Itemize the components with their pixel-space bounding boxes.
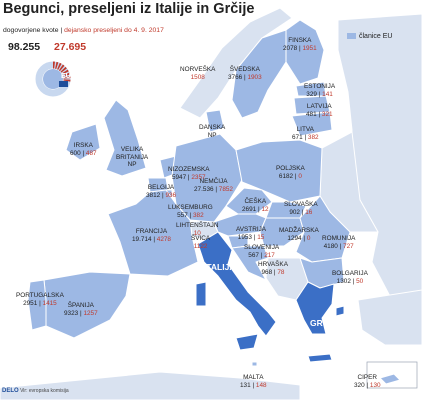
label-slovenija: SLOVENIJA 567 | 217 [244, 244, 280, 259]
label-irska: IRSKA 600 | 487 [70, 142, 97, 157]
label-malta: MALTA 131 | 148 [240, 374, 267, 389]
label-nizozemska: NIZOZEMSKA 5947 | 2357 [168, 166, 210, 181]
country-litva [291, 111, 333, 137]
label-norveska: NORVEŠKA 1508 [180, 66, 216, 81]
country-shapes [0, 7, 422, 400]
label-hrvaska: HRVAŠKA 968 | 78 [258, 261, 288, 276]
africa-land [0, 371, 301, 400]
label-svedska: ŠVEDSKA 3766 | 1903 [228, 66, 262, 81]
label-ceska: ČEŠKA 2691 | 12 [242, 198, 269, 213]
total-relocated: 27.695 [54, 41, 87, 53]
country-ciper-inset [379, 373, 401, 385]
legend-relocated-label: dejansko preseljeni do 4. 9. 2017 [64, 27, 164, 34]
eu-donut: EU [35, 61, 71, 97]
country-portugalska [27, 279, 47, 331]
country-hrvaska [231, 245, 269, 281]
country-francija [107, 189, 199, 277]
label-finska: FINSKA 2078 | 1951 [283, 37, 317, 52]
members-swatch [347, 33, 356, 39]
grcija-otoki [335, 305, 345, 317]
ciper-inset-frame [366, 361, 418, 389]
country-finska [285, 19, 325, 85]
label-slovaska: SLOVAŠKA 902 | 16 [284, 201, 318, 216]
label-velika-britanija: VELIKA BRITANIJA NP [116, 146, 149, 169]
members-label: članice EU [359, 33, 393, 40]
country-nemcija [171, 133, 243, 223]
country-slovaska [265, 201, 307, 219]
italija-sicilija [235, 333, 259, 351]
label-romunija: ROMUNIJA 4180 | 727 [322, 235, 356, 250]
label-svica: ŠVICA 1122 [191, 235, 211, 250]
label-estonija: ESTONIJA 329 | 141 [304, 83, 336, 98]
label-bolgarija: BOLGARIJA 1302 | 50 [332, 270, 368, 285]
total-quota: 98.255 [8, 41, 41, 53]
legend-separator: | [60, 27, 63, 34]
label-portugalska: PORTUGALSKA 2951 | 1415 [16, 292, 64, 307]
label-nemcija: NEMČIJA 27.536 | 7852 [194, 178, 233, 193]
label-latvija: LATVIJA 481 | 321 [306, 103, 333, 118]
legend-quota-label: dogovorjene kvote [3, 27, 59, 34]
label-litva: LITVA 671 | 382 [292, 126, 319, 141]
country-svedska [231, 29, 287, 119]
page-title: Begunci, preseljeni iz Italije in Grčije [3, 1, 255, 17]
legend-line: dogovorjene kvote | dejansko preseljeni … [3, 27, 164, 34]
country-italija [197, 231, 277, 337]
turkey-land [357, 289, 422, 346]
label-grcija: GRČIJA [310, 318, 343, 328]
label-poljska: POLJSKA 6182 | 0 [276, 165, 305, 180]
country-grcija [295, 281, 335, 335]
country-danska [205, 109, 225, 133]
country-malta [251, 361, 258, 367]
footer-source: Vir: evropska komisija [20, 388, 69, 394]
country-velika-britanija [103, 99, 147, 177]
country-irska [65, 123, 101, 161]
footer: DELO Vir: evropska komisija [2, 388, 69, 394]
label-madzarska: MADŽARSKA 1294 | 0 [279, 227, 319, 242]
norway-land [179, 7, 293, 119]
grcija-kreta [307, 353, 333, 363]
label-luksemburg: LUKSEMBURG 557 | 382 [168, 204, 213, 219]
eu-donut-core [43, 69, 63, 89]
italija-sardinija [195, 281, 207, 307]
label-lihtenstajn: LIHTENŠTAJN 10 [176, 222, 219, 237]
members-legend: članice EU [347, 33, 392, 40]
label-ciper: CIPER 320 | 130 [354, 374, 381, 389]
eu-badge: EU [61, 73, 71, 80]
eu-flag-icon [59, 81, 68, 87]
label-danska: DANSKA NP [199, 124, 226, 139]
label-avstrija: AVSTRIJA 1953 | 15 [236, 226, 267, 241]
label-francija: FRANCIJA 19.714 | 4278 [132, 228, 171, 243]
footer-brand: DELO [2, 388, 19, 394]
label-belgija: BELGIJA 3812 | 936 [146, 184, 177, 199]
label-italija: ITALIJA [204, 262, 236, 272]
label-spanija: ŠPANIJA 9323 | 1257 [64, 302, 98, 317]
eu-donut-relocated-arc [52, 61, 71, 83]
